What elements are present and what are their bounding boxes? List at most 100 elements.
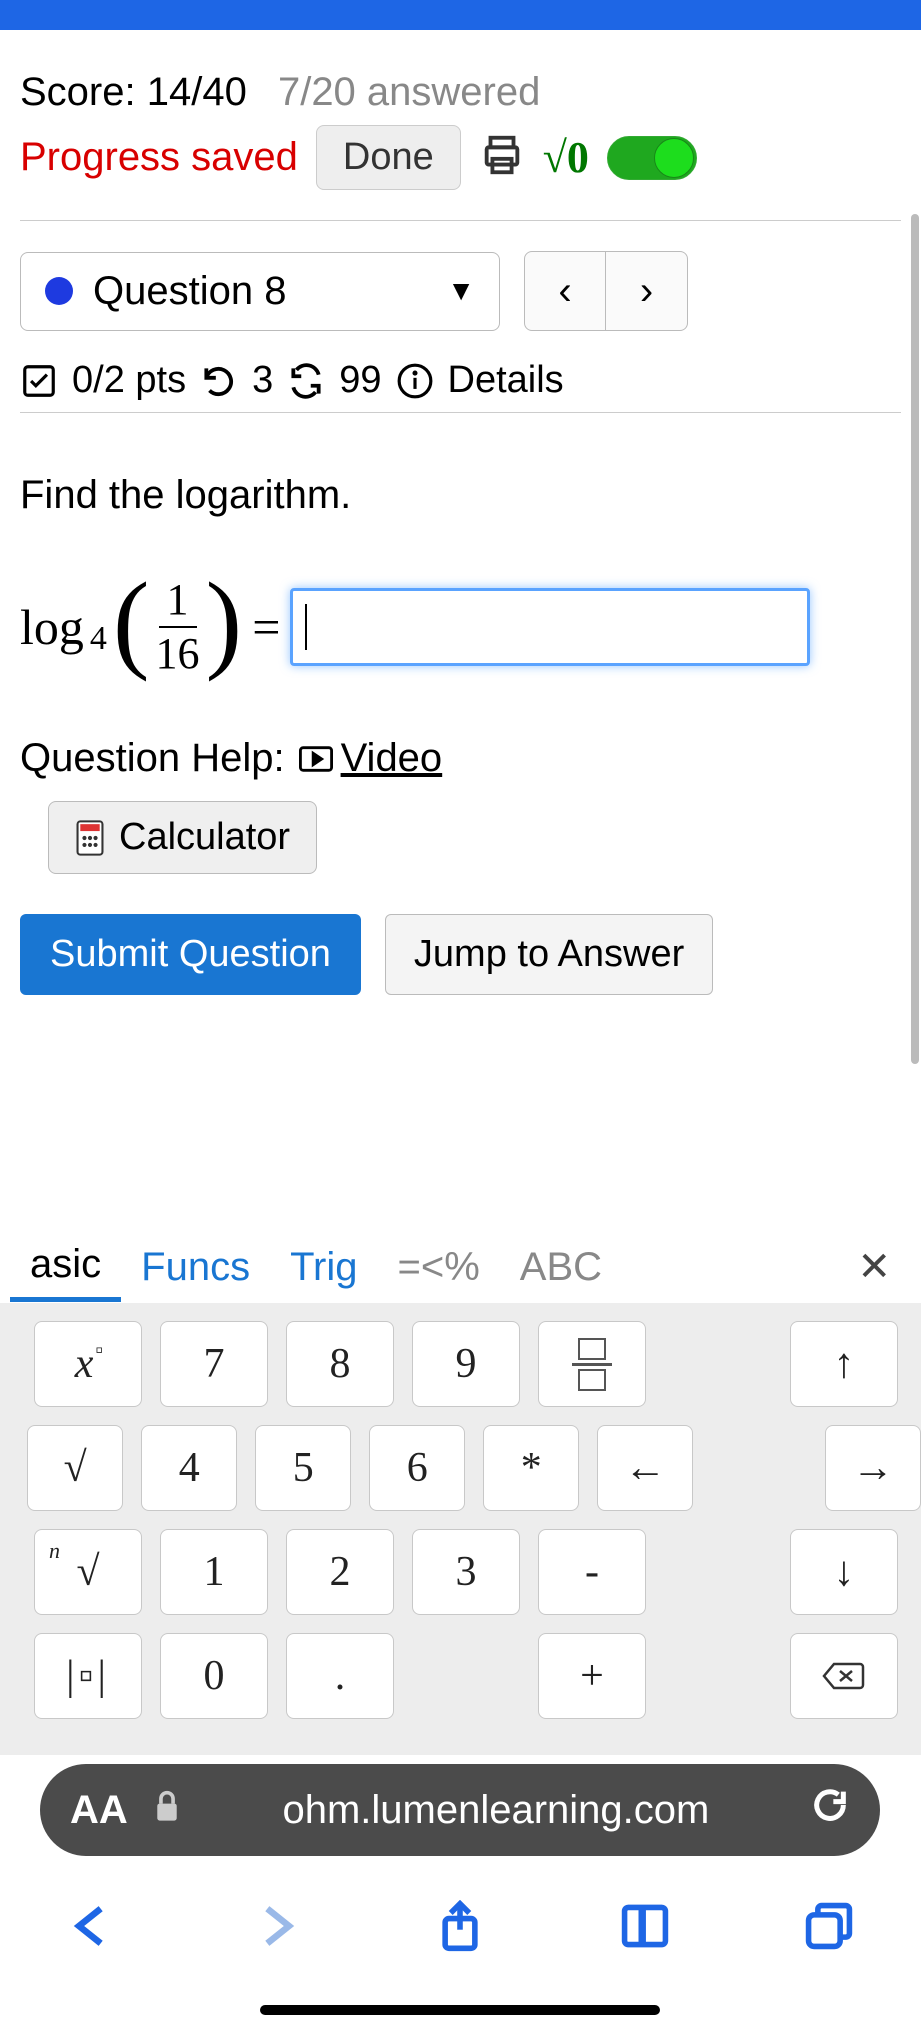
tab-ops[interactable]: =<% — [377, 1235, 499, 1300]
refresh-icon — [287, 362, 325, 400]
reload-icon[interactable] — [810, 1785, 850, 1835]
key-cuberoot-side[interactable]: ³√▫ — [0, 1529, 16, 1615]
browser-url-bar[interactable]: AA ohm.lumenlearning.com — [40, 1764, 880, 1856]
key-plus[interactable]: + — [538, 1633, 646, 1719]
key-1[interactable]: 1 — [160, 1529, 268, 1615]
page-content: Score: 14/40 7/20 answered Progress save… — [0, 30, 921, 995]
key-power[interactable]: x▫ — [34, 1321, 142, 1407]
keyboard-grid: ) x▫ 7 8 9 ↑ π √ 4 5 6 * ← → ³√▫ n√ 1 2 … — [0, 1303, 921, 1755]
question-nav-buttons: ‹ › — [524, 251, 688, 331]
key-3[interactable]: 3 — [412, 1529, 520, 1615]
key-sqrt[interactable]: √ — [27, 1425, 123, 1511]
browser-bottom-bar — [0, 1900, 921, 1957]
browser-tabs-button[interactable] — [803, 1900, 855, 1957]
video-label: Video — [341, 736, 443, 781]
undo-icon — [200, 362, 238, 400]
tab-basic[interactable]: asic — [10, 1232, 121, 1302]
fraction-numerator: 1 — [159, 578, 197, 628]
next-question-button[interactable]: › — [606, 251, 688, 331]
keyboard-tabs: asic Funcs Trig =<% ABC ✕ — [0, 1232, 921, 1303]
calculator-icon — [75, 820, 105, 856]
key-fraction[interactable] — [538, 1321, 646, 1407]
divider — [20, 220, 901, 221]
fraction-denominator: 16 — [156, 628, 200, 676]
progress-line: Progress saved Done √0 — [20, 125, 901, 190]
answered-text: 7/20 answered — [278, 70, 540, 114]
key-5[interactable]: 5 — [255, 1425, 351, 1511]
browser-top-chrome — [0, 0, 921, 30]
key-8[interactable]: 8 — [286, 1321, 394, 1407]
prev-question-button[interactable]: ‹ — [524, 251, 606, 331]
key-abs[interactable]: |▫| — [34, 1633, 142, 1719]
details-link[interactable]: Details — [448, 359, 564, 402]
calculator-button[interactable]: Calculator — [48, 801, 317, 874]
key-arrow-right[interactable]: → — [825, 1425, 921, 1511]
divider — [20, 412, 901, 413]
key-4[interactable]: 4 — [141, 1425, 237, 1511]
browser-bookmarks-button[interactable] — [619, 1900, 671, 1957]
home-indicator[interactable] — [260, 2005, 660, 2015]
video-icon — [299, 744, 333, 774]
scrollbar[interactable] — [911, 214, 919, 1064]
tab-trig[interactable]: Trig — [270, 1235, 377, 1300]
video-link[interactable]: Video — [299, 736, 443, 781]
action-buttons: Submit Question Jump to Answer — [20, 914, 901, 995]
key-7[interactable]: 7 — [160, 1321, 268, 1407]
key-dot[interactable]: . — [286, 1633, 394, 1719]
score-line: Score: 14/40 7/20 answered — [20, 70, 901, 115]
key-arrow-down[interactable]: ↓ — [790, 1529, 898, 1615]
key-minus[interactable]: - — [538, 1529, 646, 1615]
key-6[interactable]: 6 — [369, 1425, 465, 1511]
score-text: Score: 14/40 — [20, 70, 247, 114]
key-pi[interactable]: π — [0, 1425, 9, 1511]
progress-saved-label: Progress saved — [20, 135, 298, 180]
retries-text: 99 — [339, 359, 381, 402]
math-mode-toggle[interactable] — [607, 136, 697, 180]
attempts-text: 3 — [252, 359, 273, 402]
help-label: Question Help: — [20, 736, 285, 781]
info-icon — [396, 362, 434, 400]
math-keyboard: asic Funcs Trig =<% ABC ✕ ) x▫ 7 8 9 ↑ π… — [0, 1232, 921, 1755]
question-help-row: Question Help: Video — [20, 736, 901, 781]
log-base: 4 — [90, 620, 107, 658]
tab-funcs[interactable]: Funcs — [121, 1235, 270, 1300]
browser-back-button[interactable] — [66, 1900, 118, 1957]
question-meta: 0/2 pts 3 99 Details — [20, 359, 901, 402]
browser-share-button[interactable] — [434, 1900, 486, 1957]
keyboard-close-icon[interactable]: ✕ — [837, 1234, 911, 1300]
key-arrow-up[interactable]: ↑ — [790, 1321, 898, 1407]
fraction: 1 16 — [156, 578, 200, 676]
key-paren-right[interactable]: ) — [0, 1321, 16, 1407]
question-selector[interactable]: Question 8 ▼ — [20, 252, 500, 331]
checkbox-icon — [20, 362, 58, 400]
lock-icon — [152, 1788, 182, 1833]
key-2[interactable]: 2 — [286, 1529, 394, 1615]
status-dot-icon — [45, 277, 73, 305]
key-nthroot[interactable]: n√ — [34, 1529, 142, 1615]
key-dne[interactable]: NE — [0, 1633, 16, 1719]
question-selector-label: Question 8 — [93, 269, 427, 314]
answer-input[interactable] — [290, 588, 810, 666]
equals-sign: = — [252, 598, 280, 656]
equation: log4 ( 1 16 ) = — [20, 578, 901, 676]
key-0[interactable]: 0 — [160, 1633, 268, 1719]
url-text: ohm.lumenlearning.com — [206, 1788, 786, 1833]
jump-to-answer-button[interactable]: Jump to Answer — [385, 914, 713, 995]
submit-button[interactable]: Submit Question — [20, 914, 361, 995]
calculator-label: Calculator — [119, 816, 290, 859]
done-button[interactable]: Done — [316, 125, 461, 190]
log-label: log — [20, 598, 84, 656]
points-text: 0/2 pts — [72, 359, 186, 402]
backspace-icon — [822, 1660, 866, 1692]
browser-forward-button[interactable] — [250, 1900, 302, 1957]
key-arrow-left[interactable]: ← — [597, 1425, 693, 1511]
tab-abc[interactable]: ABC — [500, 1235, 622, 1300]
key-9[interactable]: 9 — [412, 1321, 520, 1407]
math-mode-label: √0 — [543, 132, 589, 183]
key-backspace[interactable] — [790, 1633, 898, 1719]
question-prompt: Find the logarithm. — [20, 473, 901, 518]
caret-down-icon: ▼ — [447, 275, 475, 307]
key-multiply[interactable]: * — [483, 1425, 579, 1511]
text-size-button[interactable]: AA — [70, 1788, 128, 1833]
print-icon[interactable] — [479, 132, 525, 183]
